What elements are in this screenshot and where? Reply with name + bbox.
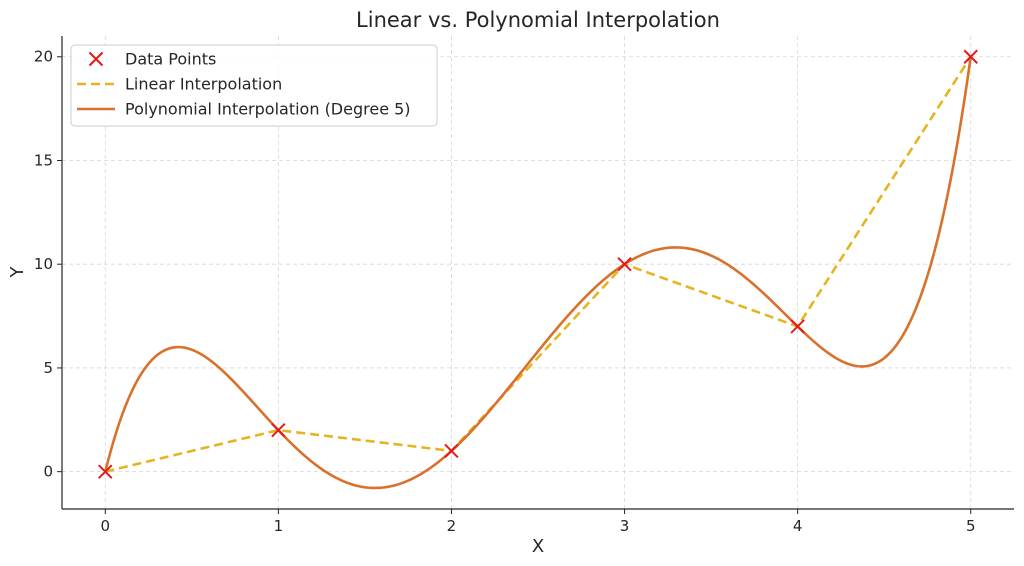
data-point-marker [98, 464, 113, 479]
x-tick-label: 3 [620, 517, 630, 535]
polynomial-interpolation-curve [104, 56, 973, 490]
y-tick-label: 0 [43, 463, 53, 481]
data-point-marker [617, 256, 632, 272]
x-tick-label: 5 [966, 517, 976, 535]
axes: 0 1 2 3 4 5 0 5 10 15 20 [34, 36, 1014, 535]
plot-area [98, 49, 978, 490]
x-tick-label: 2 [447, 517, 457, 535]
legend-label: Linear Interpolation [125, 75, 282, 94]
marker-stroke [617, 256, 632, 272]
legend-label: Polynomial Interpolation (Degree 5) [125, 100, 411, 119]
x-tick-label: 0 [100, 517, 110, 535]
x-tick-label: 4 [793, 517, 803, 535]
x-tick-label: 1 [274, 517, 284, 535]
legend-label: Data Points [125, 50, 216, 69]
data-point-marker [444, 443, 459, 459]
marker-stroke [98, 464, 113, 479]
data-point-marker [790, 319, 805, 334]
chart-title: Linear vs. Polynomial Interpolation [356, 8, 720, 32]
y-tick-label: 10 [34, 255, 53, 273]
y-axis-label: Y [7, 266, 28, 279]
legend: Data Points Linear Interpolation Polynomia… [70, 44, 438, 127]
marker-stroke [963, 49, 978, 64]
legend-entry: Data Points [88, 50, 216, 69]
data-point-marker [271, 422, 286, 438]
y-tick-label: 20 [34, 48, 53, 66]
x-axis-label: X [532, 536, 544, 557]
y-tick-label: 5 [43, 359, 53, 377]
y-tick-label: 15 [34, 151, 53, 169]
linear-interpolation-line [104, 56, 972, 473]
data-point-marker [963, 49, 978, 64]
marker-stroke [790, 319, 805, 334]
legend-entry: Polynomial Interpolation (Degree 5) [77, 100, 411, 119]
legend-entry: Linear Interpolation [77, 75, 282, 94]
legend-marker-icon [88, 51, 104, 67]
legend-box [70, 44, 438, 127]
marker-stroke [444, 443, 459, 459]
marker-stroke [271, 422, 286, 438]
